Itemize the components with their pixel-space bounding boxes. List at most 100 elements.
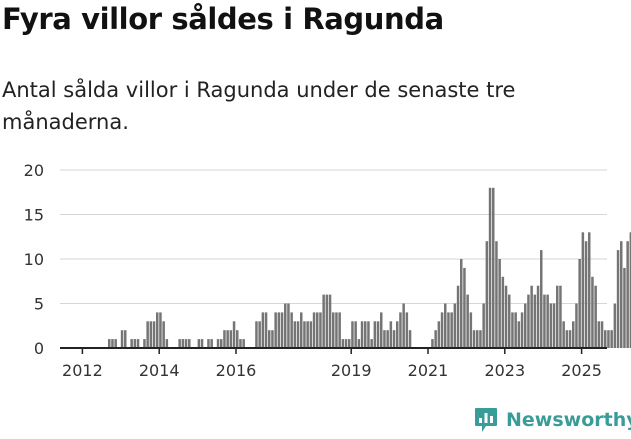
bar (370, 339, 373, 348)
bar (453, 303, 457, 348)
bar (332, 312, 335, 348)
bar (210, 339, 213, 348)
bar (485, 241, 489, 348)
bar (223, 330, 226, 348)
brand-name: Newsworthy (506, 409, 631, 431)
bar (562, 321, 565, 348)
bar (274, 312, 277, 348)
bar (498, 259, 501, 348)
bar (408, 330, 412, 348)
bar (111, 339, 114, 348)
bar (402, 303, 405, 348)
bar (623, 267, 626, 348)
bar (316, 312, 319, 348)
bar (242, 339, 245, 348)
bar (338, 312, 341, 348)
bar (184, 339, 188, 348)
bar (143, 339, 146, 348)
bar (584, 241, 588, 348)
bar (466, 294, 469, 348)
bar (264, 312, 268, 348)
bar (130, 339, 133, 348)
bar (146, 321, 149, 348)
bar (533, 294, 537, 348)
bar (232, 321, 236, 348)
bar (200, 339, 204, 348)
bar (578, 259, 581, 348)
bar (386, 330, 389, 348)
bar (293, 321, 297, 348)
bar (536, 285, 540, 348)
bar (527, 294, 530, 348)
bar (396, 321, 399, 348)
bar (463, 267, 466, 348)
bar (159, 312, 162, 348)
bar (162, 321, 165, 348)
bar (431, 339, 434, 348)
bar (591, 276, 594, 348)
y-tick-label: 10 (24, 250, 44, 269)
bar (178, 339, 181, 348)
bar (620, 241, 623, 348)
bar (610, 330, 613, 348)
bar (268, 330, 271, 348)
bar (220, 339, 223, 348)
x-tick-label: 2016 (216, 361, 257, 380)
bar (348, 339, 351, 348)
bar (581, 232, 585, 348)
bar (629, 232, 631, 348)
newsworthy-icon (475, 408, 497, 432)
bar (559, 285, 562, 348)
bar (530, 285, 533, 348)
bar (616, 250, 620, 348)
bar (568, 330, 572, 348)
bar (389, 321, 393, 348)
bar (607, 330, 610, 348)
bar (351, 321, 354, 348)
chart-subtitle: Antal sålda villor i Ragunda under de se… (2, 78, 516, 134)
x-tick-label: 2014 (139, 361, 180, 380)
bar (287, 303, 290, 348)
chart-title: Fyra villor såldes i Ragunda (2, 2, 444, 36)
bar (575, 303, 578, 348)
bar (188, 339, 191, 348)
bar (226, 330, 229, 348)
bar (319, 312, 322, 348)
bar (335, 312, 338, 348)
bar (280, 312, 284, 348)
bar (255, 321, 258, 348)
x-tick-label: 2019 (331, 361, 372, 380)
bar (303, 321, 306, 348)
bar (309, 321, 313, 348)
bar (239, 339, 242, 348)
x-tick-label: 2023 (484, 361, 525, 380)
bar (492, 187, 495, 348)
bar (392, 330, 396, 348)
y-tick-label: 0 (34, 339, 44, 358)
bar (588, 232, 591, 348)
bar (328, 294, 332, 348)
x-tick-label: 2012 (62, 361, 103, 380)
bar (399, 312, 402, 348)
bar (456, 285, 460, 348)
bar (469, 312, 473, 348)
bar (504, 285, 508, 348)
bar (271, 330, 274, 348)
bar (325, 294, 329, 348)
bar (360, 321, 364, 348)
bar (114, 339, 117, 348)
bar (261, 312, 265, 348)
bar (364, 321, 367, 348)
bar (444, 303, 447, 348)
bar (207, 339, 210, 348)
bar (373, 321, 377, 348)
bar (604, 330, 607, 348)
bar (434, 330, 437, 348)
bar-chart: 0510152020122014201620192021202320254 (24, 161, 631, 380)
bar (447, 312, 450, 348)
bar (312, 312, 316, 348)
x-tick-label: 2025 (561, 361, 602, 380)
bar (613, 303, 617, 348)
bar (296, 321, 300, 348)
bar (197, 339, 201, 348)
